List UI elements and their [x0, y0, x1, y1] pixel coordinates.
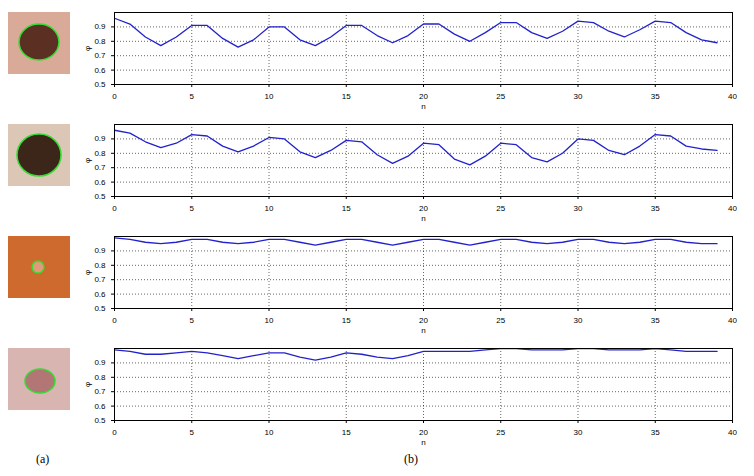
svg-text:20: 20 [419, 428, 428, 437]
svg-text:0.8: 0.8 [94, 37, 106, 46]
svg-text:40: 40 [728, 204, 737, 213]
svg-text:n: n [421, 102, 425, 111]
svg-text:25: 25 [496, 316, 505, 325]
svg-text:20: 20 [419, 204, 428, 213]
svg-text:25: 25 [496, 428, 505, 437]
svg-text:0.8: 0.8 [94, 149, 106, 158]
svg-text:0.8: 0.8 [94, 261, 106, 270]
svg-text:0.8: 0.8 [94, 373, 106, 382]
svg-text:0.6: 0.6 [94, 290, 106, 299]
svg-text:40: 40 [728, 316, 737, 325]
svg-text:0.5: 0.5 [94, 304, 106, 313]
svg-text:0: 0 [112, 316, 117, 325]
svg-text:0.6: 0.6 [94, 66, 106, 75]
svg-text:0: 0 [112, 92, 117, 101]
svg-text:0.5: 0.5 [94, 416, 106, 425]
svg-text:30: 30 [574, 428, 583, 437]
svg-text:0.9: 0.9 [94, 22, 106, 31]
svg-text:0: 0 [112, 204, 117, 213]
svg-text:30: 30 [574, 316, 583, 325]
svg-text:0: 0 [112, 428, 117, 437]
svg-text:n: n [421, 326, 425, 335]
svg-text:0.9: 0.9 [94, 246, 106, 255]
svg-text:10: 10 [265, 92, 274, 101]
html-text:(b): (b) [404, 452, 418, 466]
svg-text:15: 15 [342, 428, 351, 437]
svg-text:0.5: 0.5 [94, 80, 106, 89]
svg-text:φ: φ [83, 158, 92, 163]
svg-text:0.6: 0.6 [94, 402, 106, 411]
svg-text:35: 35 [651, 428, 660, 437]
svg-text:30: 30 [574, 204, 583, 213]
svg-text:0.7: 0.7 [94, 275, 106, 284]
svg-text:0.6: 0.6 [94, 178, 106, 187]
svg-text:20: 20 [419, 316, 428, 325]
svg-text:0.5: 0.5 [94, 192, 106, 201]
svg-text:40: 40 [728, 92, 737, 101]
svg-text:10: 10 [265, 316, 274, 325]
svg-text:5: 5 [190, 316, 195, 325]
svg-text:φ: φ [83, 382, 92, 387]
svg-text:10: 10 [265, 428, 274, 437]
svg-text:0.7: 0.7 [94, 387, 106, 396]
svg-text:15: 15 [342, 204, 351, 213]
svg-text:5: 5 [190, 204, 195, 213]
svg-text:0.9: 0.9 [94, 358, 106, 367]
svg-text:5: 5 [190, 428, 195, 437]
svg-text:15: 15 [342, 92, 351, 101]
svg-text:0.9: 0.9 [94, 134, 106, 143]
svg-text:30: 30 [574, 92, 583, 101]
svg-text:20: 20 [419, 92, 428, 101]
svg-text:40: 40 [728, 428, 737, 437]
svg-text:5: 5 [190, 92, 195, 101]
html-text:(a): (a) [36, 452, 50, 466]
svg-text:25: 25 [496, 92, 505, 101]
svg-text:35: 35 [651, 204, 660, 213]
svg-text:25: 25 [496, 204, 505, 213]
svg-text:0.7: 0.7 [94, 163, 106, 172]
svg-text:φ: φ [83, 46, 92, 51]
svg-text:n: n [421, 438, 425, 447]
svg-text:n: n [421, 214, 425, 223]
svg-text:35: 35 [651, 316, 660, 325]
svg-text:35: 35 [651, 92, 660, 101]
svg-text:0.7: 0.7 [94, 51, 106, 60]
svg-text:φ: φ [83, 270, 92, 275]
svg-text:10: 10 [265, 204, 274, 213]
svg-text:15: 15 [342, 316, 351, 325]
